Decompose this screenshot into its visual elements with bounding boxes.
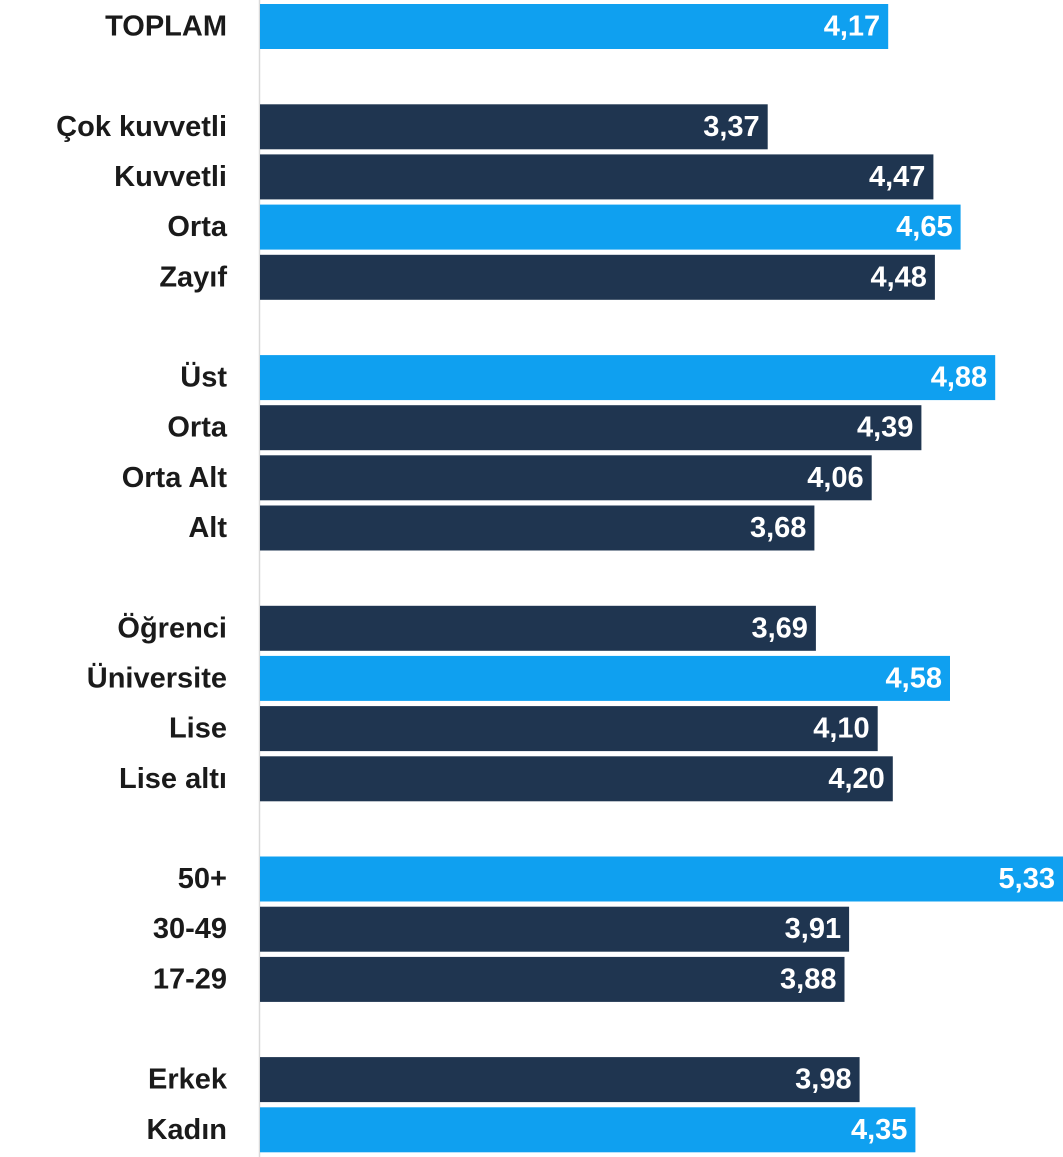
category-label: Çok kuvvetli [56,111,227,143]
bar [260,405,922,451]
bar [260,505,815,551]
data-label: 5,33 [999,863,1055,895]
category-label: 17-29 [153,963,227,995]
category-label: Öğrenci [117,611,227,644]
data-label: 4,39 [857,412,913,444]
bar [260,455,872,501]
data-label: 3,37 [703,111,759,143]
bar [260,956,845,1002]
data-label: 4,20 [828,763,884,795]
data-label: 4,48 [870,261,926,293]
category-label: Orta [167,211,228,243]
bar [260,104,768,150]
data-label: 3,91 [785,913,841,945]
category-label: Kadın [146,1114,227,1146]
bar [260,706,878,752]
data-label: 3,88 [780,963,836,995]
category-label: Üniversite [87,661,227,694]
category-label: Orta Alt [122,462,228,494]
category-label: Erkek [148,1064,228,1096]
category-label: TOPLAM [105,11,227,43]
bar [260,254,935,300]
data-label: 4,58 [886,662,942,694]
data-label: 3,98 [795,1064,851,1096]
bar [260,1107,916,1153]
bar [260,154,934,200]
data-label: 4,10 [813,713,869,745]
category-label: Lise altı [119,763,227,795]
data-label: 3,69 [751,612,807,644]
bar [260,906,850,952]
data-label: 4,17 [824,11,880,43]
data-label: 4,88 [931,362,987,394]
data-label: 4,06 [807,462,863,494]
bar [260,355,996,401]
bars-group: TOPLAM 4,17 Çok kuvvetli 3,37 Kuvvetli 4,47 Or… [56,4,1063,1153]
bar [260,4,889,49]
data-label: 4,47 [869,161,925,193]
category-label: 50+ [178,863,227,895]
category-label: Üst [180,361,227,394]
data-label: 3,68 [750,512,806,544]
category-label: Kuvvetli [114,161,227,193]
bar [260,655,950,701]
data-label: 4,35 [851,1114,907,1146]
category-label: Zayıf [159,261,227,293]
bar [260,1057,860,1103]
data-label: 4,65 [896,211,952,243]
category-label: Orta [167,412,228,444]
bar [260,756,893,802]
category-label: Alt [188,512,227,544]
bar [260,605,816,651]
bar [260,856,1063,902]
category-label: 30-49 [153,913,227,945]
category-label: Lise [169,713,227,745]
bar [260,204,961,250]
